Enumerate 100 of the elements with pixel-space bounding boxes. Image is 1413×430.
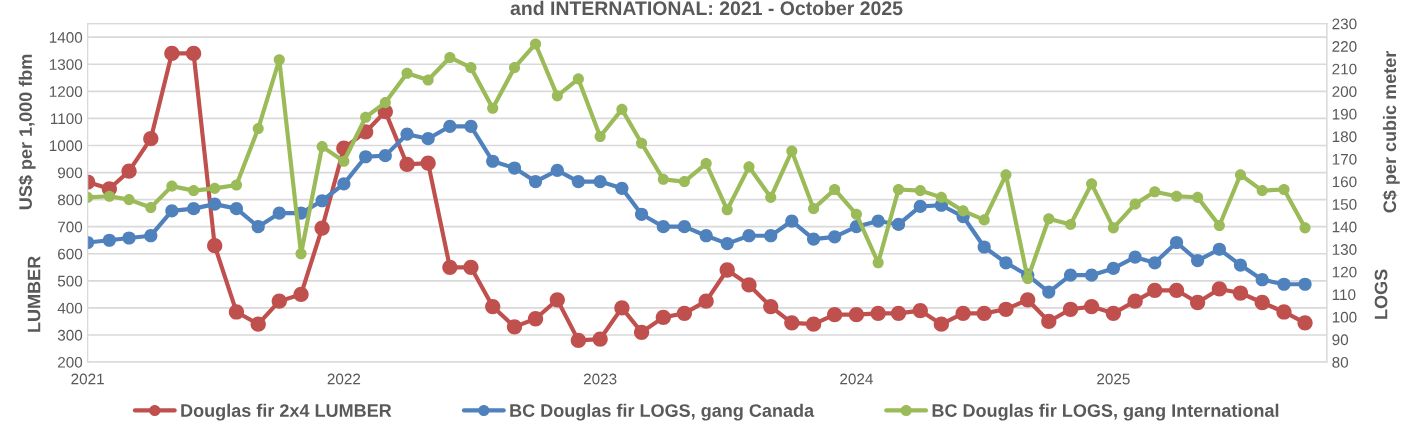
- y2-tick-label: 230: [1332, 18, 1357, 30]
- point: [1254, 294, 1270, 311]
- point: [957, 205, 969, 217]
- point: [891, 217, 906, 232]
- point: [892, 183, 905, 196]
- y-tick-label: 600: [58, 248, 83, 260]
- y2-tick-label: 110: [1332, 289, 1356, 301]
- y2-tick-label: 140: [1332, 221, 1357, 233]
- point: [166, 180, 178, 192]
- point: [185, 45, 202, 62]
- point: [655, 309, 671, 326]
- point: [1171, 190, 1183, 202]
- point: [272, 206, 286, 220]
- point: [208, 197, 222, 211]
- point: [1191, 253, 1205, 268]
- point: [1147, 282, 1163, 298]
- point: [977, 240, 991, 254]
- y-tick-label: 400: [57, 302, 83, 314]
- point: [465, 62, 477, 74]
- point: [207, 238, 223, 254]
- point: [1299, 222, 1311, 234]
- point: [955, 305, 971, 321]
- point: [1297, 315, 1313, 331]
- point: [187, 202, 201, 216]
- point: [615, 181, 629, 195]
- point: [1127, 293, 1143, 309]
- point: [250, 316, 266, 332]
- point: [827, 307, 843, 323]
- point: [379, 97, 391, 109]
- point: [315, 194, 329, 208]
- point: [933, 316, 949, 332]
- point: [1105, 305, 1122, 321]
- point: [508, 62, 521, 74]
- point: [295, 248, 307, 260]
- point: [486, 154, 500, 168]
- point: [633, 324, 650, 340]
- point: [1083, 298, 1100, 315]
- chart-title: and INTERNATIONAL: 2021 - October 2025: [510, 0, 903, 16]
- point: [293, 286, 309, 303]
- point: [720, 237, 734, 251]
- point: [1189, 294, 1206, 311]
- point: [1086, 178, 1098, 190]
- x-tick-label: 2022: [327, 373, 361, 385]
- point: [143, 131, 159, 147]
- point: [978, 214, 990, 226]
- point: [743, 161, 755, 173]
- point: [1000, 169, 1012, 181]
- point: [1278, 183, 1290, 196]
- y-axis-title: US$ per 1,000 fbm: [18, 54, 36, 210]
- point: [316, 141, 328, 153]
- point: [871, 214, 885, 228]
- y2-tick-label: 150: [1332, 199, 1357, 210]
- y-tick-label: 1300: [49, 59, 83, 70]
- point: [784, 315, 800, 331]
- point: [123, 194, 135, 206]
- text: LUMBER: [27, 256, 41, 332]
- point: [102, 233, 116, 247]
- point: [378, 149, 392, 163]
- point: [1211, 281, 1228, 297]
- point: [164, 45, 180, 62]
- point: [400, 127, 414, 141]
- point: [721, 204, 733, 216]
- point: [338, 155, 350, 167]
- x-tick-label: 2024: [840, 373, 873, 385]
- x-tick-label: 2021: [71, 373, 104, 385]
- point: [1063, 268, 1078, 282]
- point: [529, 38, 542, 50]
- point: [1256, 185, 1268, 197]
- point: [1128, 250, 1142, 264]
- y-tick-label: 800: [57, 194, 83, 206]
- point: [719, 262, 735, 278]
- y2-tick-label: 190: [1332, 108, 1357, 120]
- y2-tick-label: 130: [1332, 244, 1357, 255]
- point: [616, 103, 628, 115]
- point: [636, 137, 648, 149]
- point: [507, 161, 522, 175]
- y2-tick-label: 80: [1332, 356, 1349, 368]
- point: [506, 319, 523, 335]
- point: [785, 214, 799, 228]
- point: [528, 174, 543, 189]
- point: [913, 199, 927, 213]
- y-tick-label: 300: [57, 329, 83, 341]
- point: [829, 183, 841, 196]
- y2-tick-label: 220: [1332, 41, 1357, 52]
- y2-tick-label: 100: [1332, 311, 1357, 323]
- point: [1212, 242, 1226, 256]
- y-tick-label: 900: [57, 167, 83, 179]
- point: [230, 179, 243, 191]
- point: [314, 220, 330, 236]
- point: [485, 298, 501, 315]
- point: [614, 300, 630, 316]
- point: [228, 304, 245, 320]
- point: [1107, 222, 1119, 234]
- point: [676, 305, 693, 321]
- point: [1064, 218, 1077, 230]
- point: [421, 132, 435, 146]
- legend-label: Douglas fir 2x4 LUMBER: [181, 403, 392, 421]
- point: [786, 145, 798, 157]
- point: [634, 207, 649, 221]
- point: [271, 293, 287, 309]
